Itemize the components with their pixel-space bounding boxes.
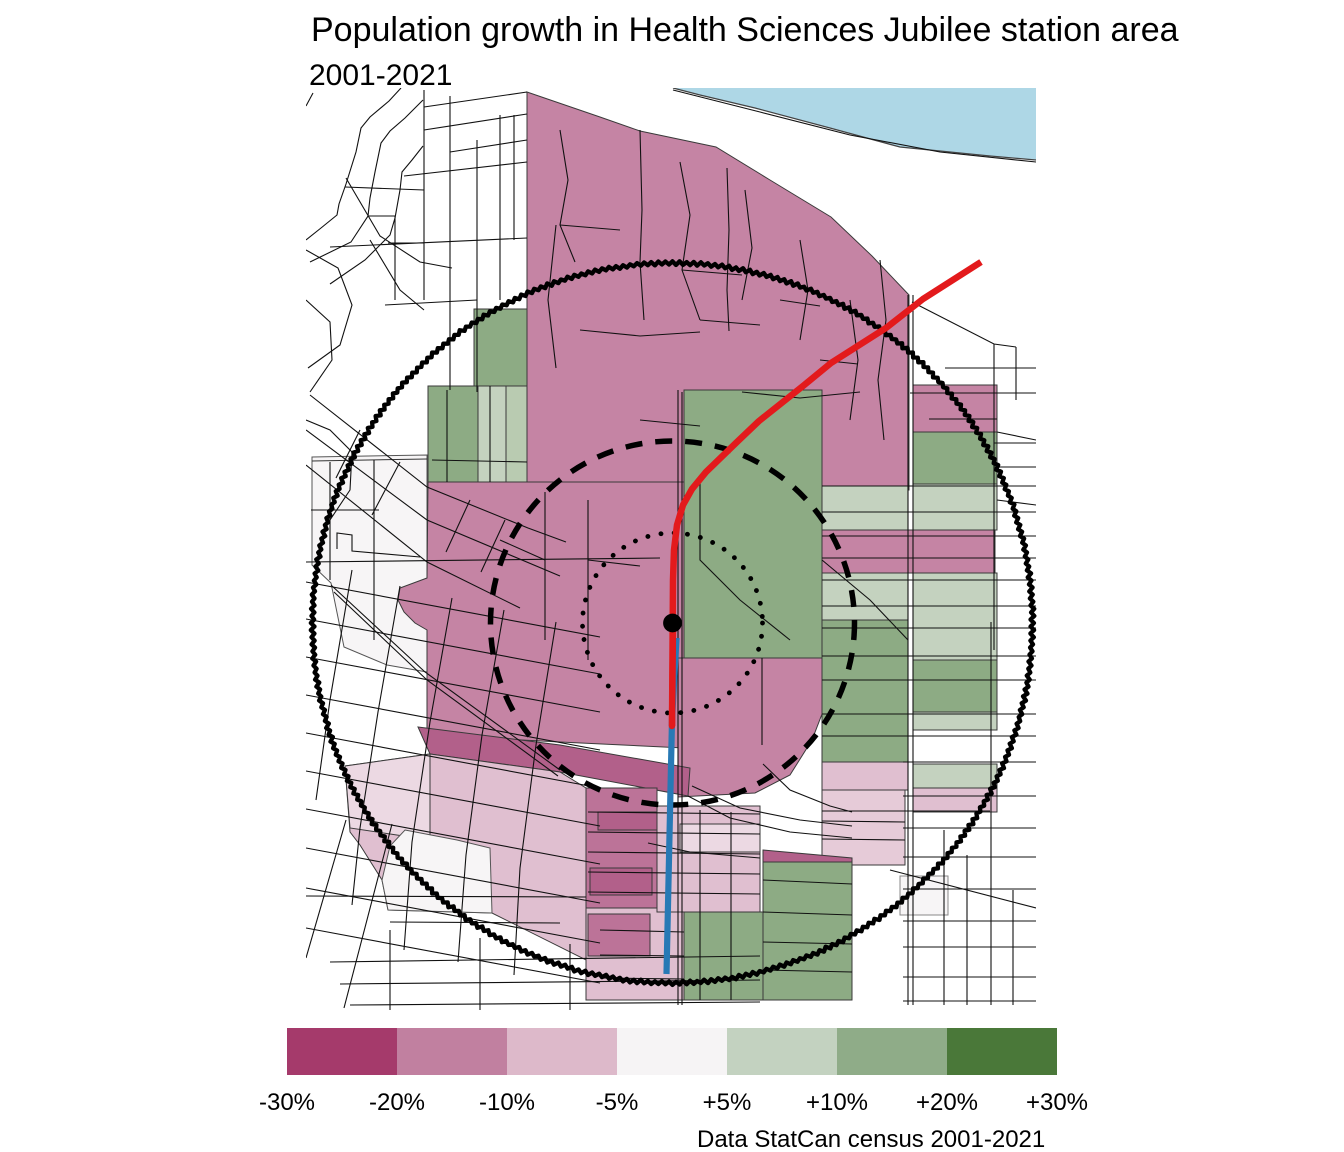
svg-text:-5%: -5% [596, 1089, 639, 1116]
svg-text:Population growth in Health Sc: Population growth in Health Sciences Jub… [311, 11, 1179, 49]
svg-text:-30%: -30% [259, 1089, 315, 1116]
svg-text:2001-2021: 2001-2021 [309, 59, 452, 92]
svg-text:Data StatCan census 2001-2021: Data StatCan census 2001-2021 [697, 1126, 1045, 1152]
svg-text:+10%: +10% [806, 1089, 868, 1116]
svg-text:+30%: +30% [1026, 1089, 1088, 1116]
svg-text:+20%: +20% [916, 1089, 978, 1116]
svg-text:+5%: +5% [703, 1089, 752, 1116]
svg-text:-10%: -10% [479, 1089, 535, 1116]
svg-text:-20%: -20% [369, 1089, 425, 1116]
